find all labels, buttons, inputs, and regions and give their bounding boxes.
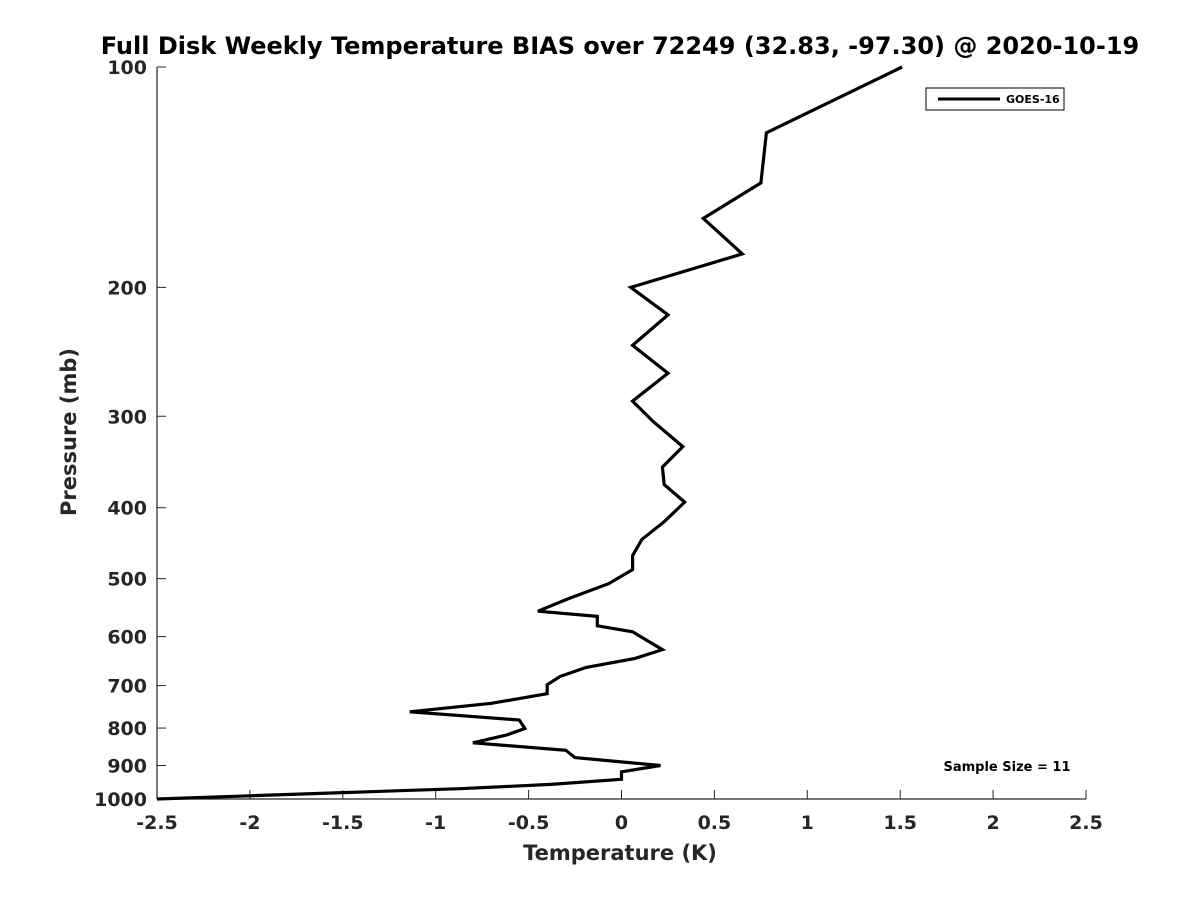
x-tick-label: -1 xyxy=(425,812,446,834)
x-tick-label: 2.5 xyxy=(1069,812,1103,834)
x-tick-label: 1.5 xyxy=(883,812,917,834)
x-tick-label: 0 xyxy=(615,812,628,834)
x-axis-ticks: -2.5 -2 -1.5 -1 -0.5 0 0.5 1 1.5 2 2.5 xyxy=(136,790,1103,834)
series-layer xyxy=(156,65,903,801)
y-tick-label: 100 xyxy=(107,57,147,79)
y-tick-label: 200 xyxy=(107,277,147,299)
x-tick-label: 0.5 xyxy=(698,812,732,834)
y-tick-label: 500 xyxy=(107,569,147,591)
y-tick-label: 1000 xyxy=(94,789,147,811)
x-tick-label: 2 xyxy=(986,812,999,834)
y-tick-label: 700 xyxy=(107,676,147,698)
y-axis-ticks: 100 200 300 400 500 600 700 800 900 1000 xyxy=(94,57,166,811)
plot-axes xyxy=(156,67,1086,800)
series-line-goes-16 xyxy=(156,65,903,801)
x-axis-label: Temperature (K) xyxy=(523,841,717,865)
y-tick-label: 400 xyxy=(107,498,147,520)
y-tick-label: 300 xyxy=(107,406,147,428)
sample-size-annotation: Sample Size = 11 xyxy=(943,760,1070,775)
y-axis-label: Pressure (mb) xyxy=(57,348,81,516)
x-tick-label: 1 xyxy=(801,812,814,834)
legend-label: GOES-16 xyxy=(1006,93,1060,106)
x-tick-label: -1.5 xyxy=(322,812,364,834)
x-tick-label: -0.5 xyxy=(508,812,550,834)
legend: GOES-16 xyxy=(925,87,1065,111)
x-tick-label: -2.5 xyxy=(136,812,178,834)
x-tick-label: -2 xyxy=(239,812,260,834)
y-tick-label: 600 xyxy=(107,627,147,649)
chart-title: Full Disk Weekly Temperature BIAS over 7… xyxy=(101,32,1140,60)
y-tick-label: 800 xyxy=(107,718,147,740)
y-tick-label: 900 xyxy=(107,756,147,778)
